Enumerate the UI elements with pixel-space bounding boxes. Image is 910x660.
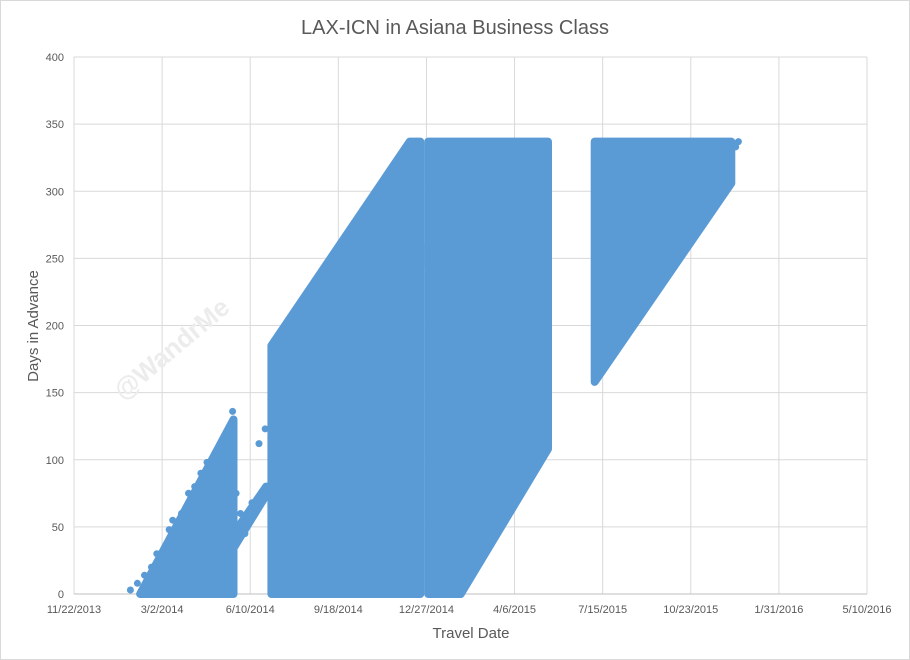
data-point [211, 449, 219, 457]
data-point [229, 442, 237, 450]
region-main-parallelogram [424, 137, 552, 598]
data-point [193, 520, 200, 528]
data-point [248, 499, 256, 507]
data-point [232, 489, 240, 497]
data-point [732, 143, 740, 151]
y-tick-label: 100 [46, 455, 64, 467]
region-early-2014-triangle [136, 415, 238, 598]
y-tick-label: 200 [46, 321, 64, 333]
x-axis-title: Travel Date [433, 625, 510, 642]
x-tick-label: 7/15/2015 [578, 604, 627, 616]
y-tick-label: 400 [46, 52, 64, 64]
data-point [181, 536, 189, 544]
data-point [165, 526, 173, 534]
data-point [228, 418, 236, 426]
data-point [148, 563, 155, 571]
data-points [126, 137, 742, 598]
y-tick-label: 50 [52, 522, 64, 534]
x-tick-label: 6/10/2014 [226, 604, 275, 616]
data-point [223, 429, 231, 437]
data-point [178, 510, 185, 517]
chart-title: LAX-ICN in Asiana Business Class [301, 17, 609, 39]
y-tick-label: 150 [46, 388, 64, 400]
data-point [217, 440, 225, 448]
x-tick-label: 10/23/2015 [663, 604, 718, 616]
x-tick-label: 3/2/2014 [141, 604, 184, 616]
region-late-2015-band [590, 137, 736, 386]
y-tick-labels: 0 50 100 150 200 250 300 350 400 [46, 52, 64, 601]
data-point [221, 463, 229, 470]
data-point [261, 425, 269, 433]
data-point [187, 499, 195, 507]
data-point [481, 520, 489, 528]
x-tick-labels: 11/22/2013 3/2/2014 6/10/2014 9/18/2014 12/2… [47, 604, 892, 616]
data-point [160, 552, 168, 560]
data-point [207, 493, 215, 501]
x-tick-label: 9/18/2014 [314, 604, 363, 616]
y-axis-title: Days in Advance [25, 270, 42, 382]
data-point [226, 453, 234, 461]
data-point [255, 440, 263, 448]
y-tick-label: 350 [46, 119, 64, 131]
data-point [185, 489, 192, 497]
data-point [169, 516, 177, 524]
data-point [241, 530, 249, 538]
data-point [141, 571, 148, 579]
data-point [174, 527, 182, 535]
data-point [482, 496, 490, 504]
data-point [126, 586, 134, 594]
data-point [734, 138, 742, 146]
data-point [197, 469, 205, 477]
data-point [200, 505, 207, 513]
data-point [153, 550, 161, 558]
x-tick-label: 4/6/2015 [493, 604, 536, 616]
data-point [229, 407, 237, 415]
y-tick-label: 250 [46, 253, 64, 265]
data-point [133, 579, 141, 587]
y-tick-label: 0 [58, 589, 64, 601]
data-point [191, 483, 199, 491]
data-point [214, 479, 222, 487]
data-point [480, 510, 488, 517]
x-tick-label: 5/10/2016 [843, 604, 892, 616]
x-tick-label: 12/27/2014 [399, 604, 454, 616]
region-diagonal-ridge-upper [267, 240, 425, 491]
y-tick-label: 300 [46, 186, 64, 198]
x-tick-label: 1/31/2016 [754, 604, 803, 616]
watermark-text: @WandrMe [108, 292, 236, 406]
data-point [155, 566, 163, 574]
region-spring-2014-diagonal [188, 482, 276, 598]
x-tick-label: 11/22/2013 [47, 604, 101, 616]
data-point [203, 458, 211, 466]
data-point [237, 510, 244, 517]
